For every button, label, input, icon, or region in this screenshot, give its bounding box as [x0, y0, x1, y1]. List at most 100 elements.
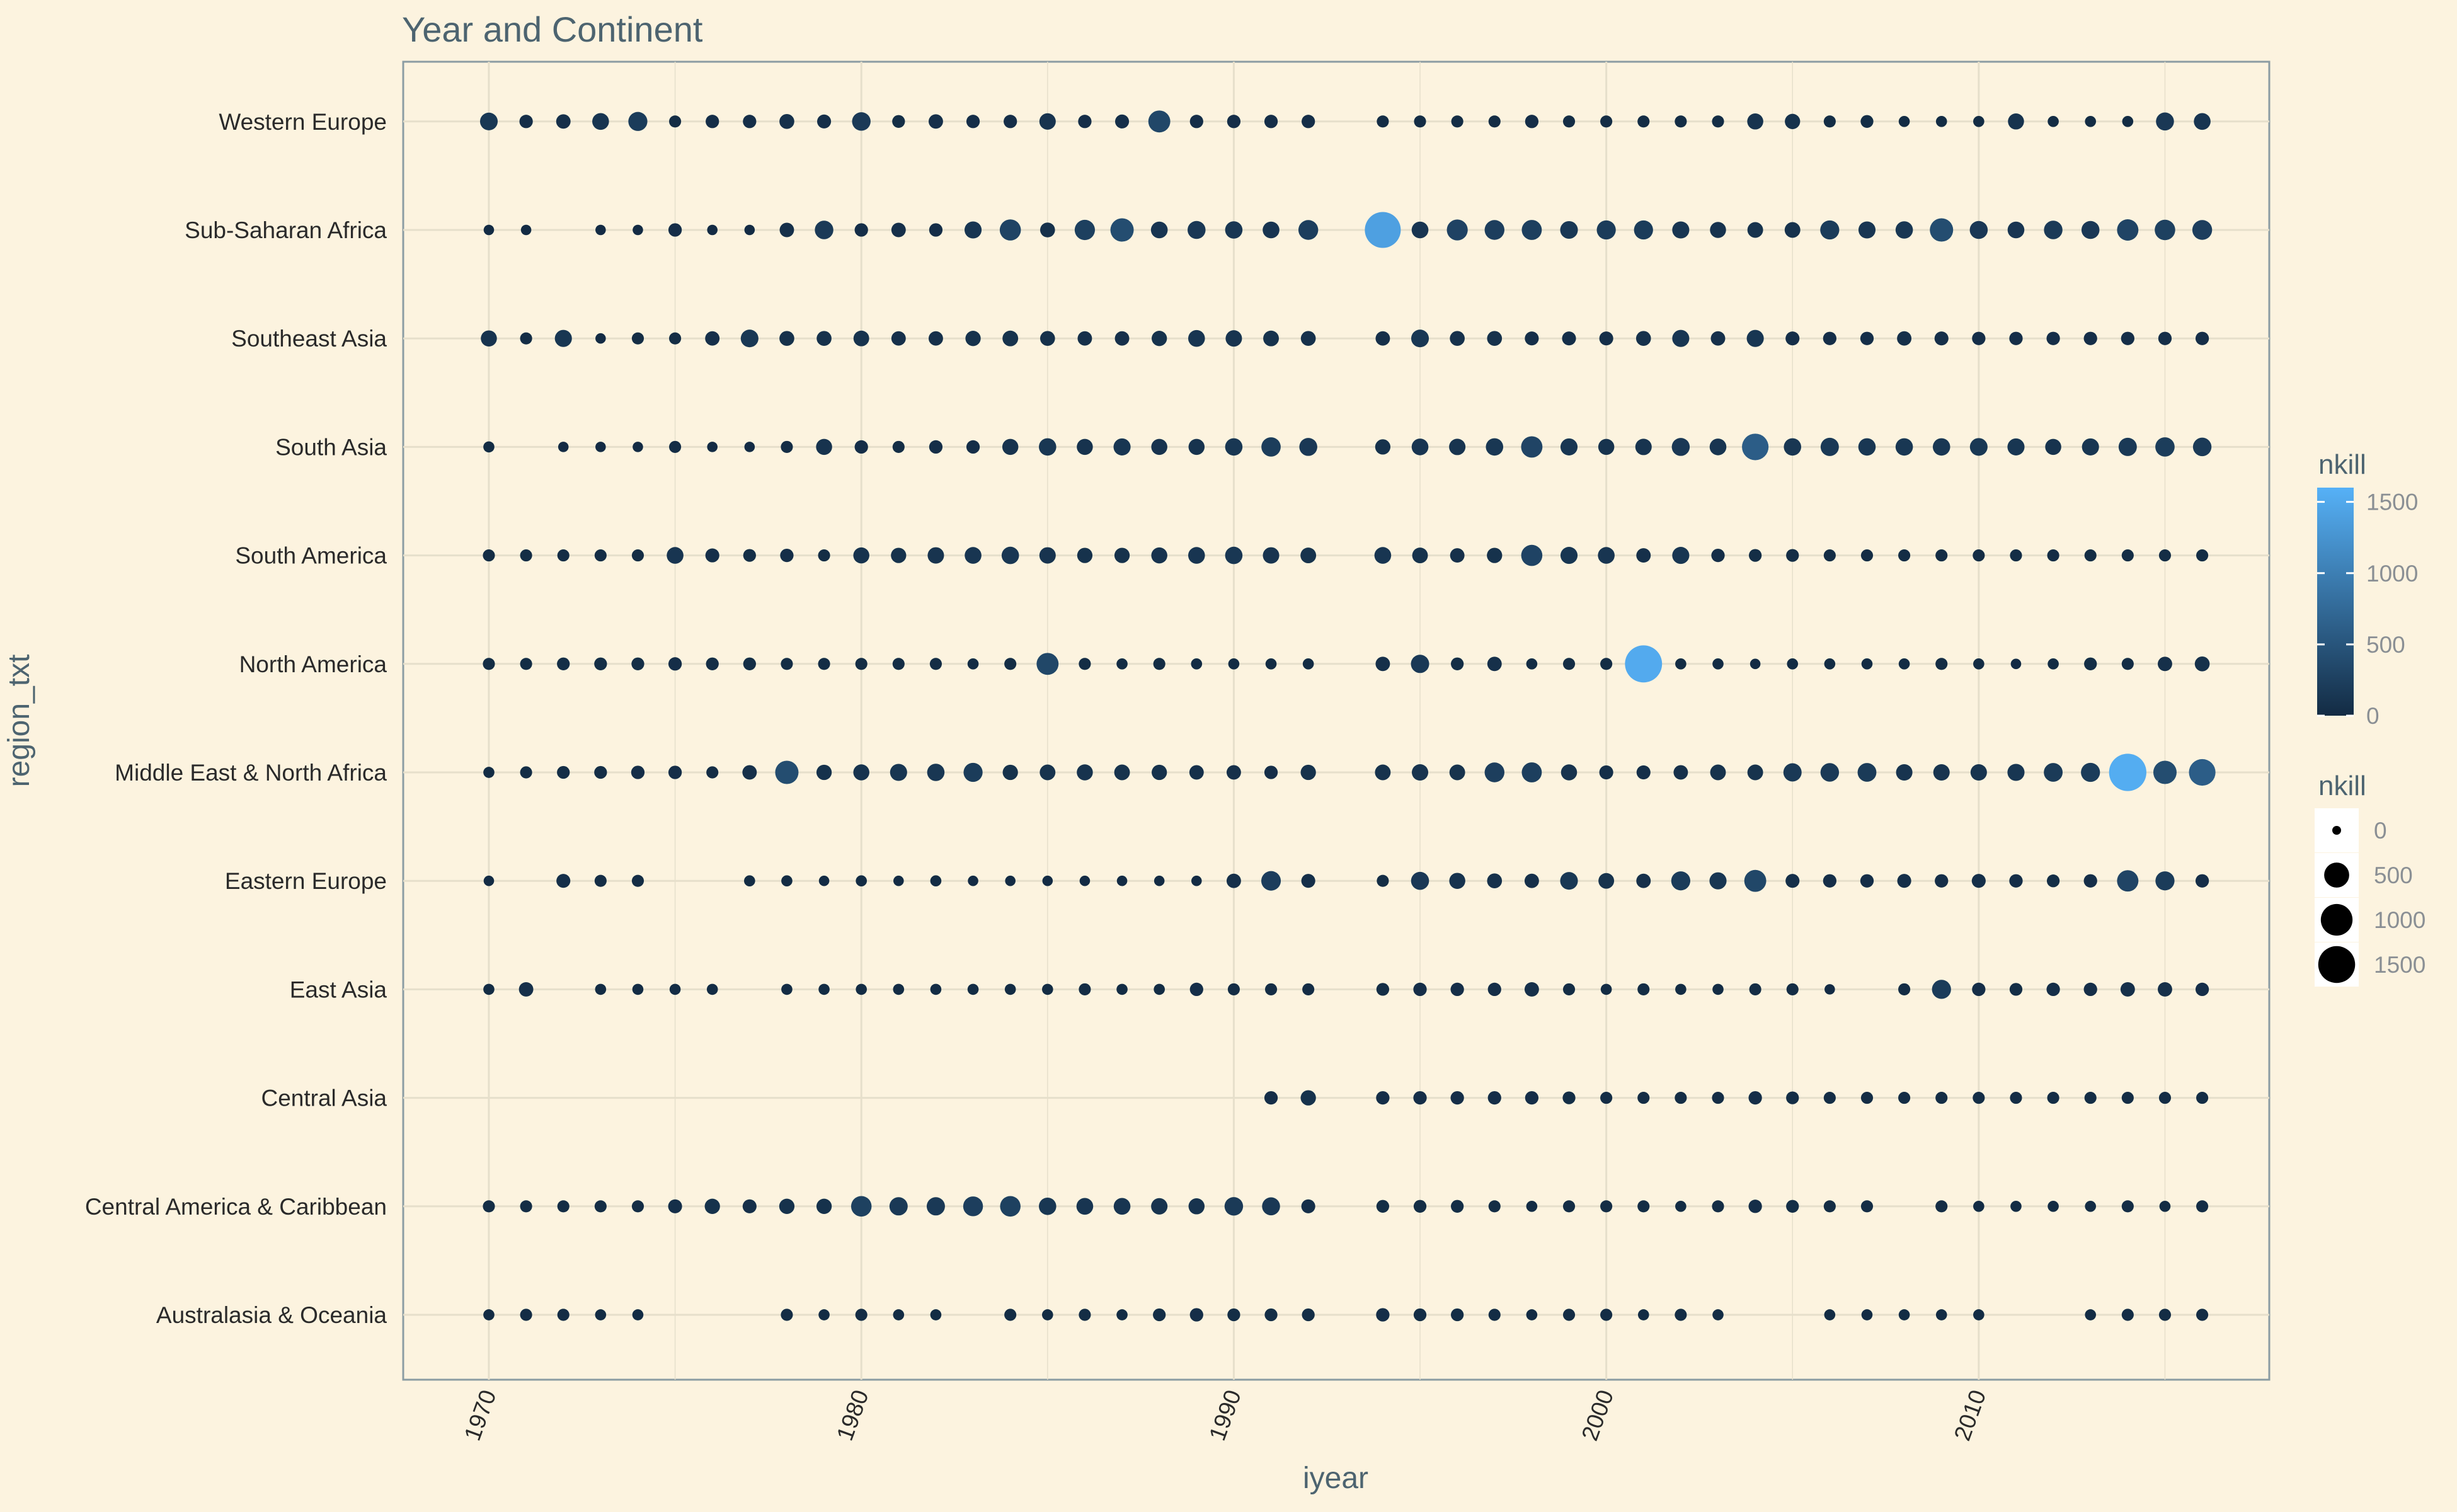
data-point-western-europe-2010	[1973, 115, 1984, 127]
data-point-western-europe-1999	[1562, 115, 1576, 128]
data-point-east-asia-2004	[1749, 983, 1761, 995]
data-point-southeast-asia-1995	[1411, 329, 1429, 348]
data-point-middle-east-and-north-africa-2007	[1857, 763, 1877, 782]
data-point-sub-saharan-africa-1999	[1560, 220, 1578, 239]
data-point-south-asia-2015	[2155, 437, 2175, 457]
data-point-central-america-and-caribbean-2014	[2121, 1200, 2134, 1213]
data-point-western-europe-1992	[1302, 115, 1315, 129]
y-tick-label-southeast-asia: Southeast Asia	[231, 326, 387, 352]
data-point-east-asia-1995	[1413, 982, 1427, 997]
data-point-central-america-and-caribbean-1990	[1224, 1197, 1244, 1216]
data-point-australasia-and-oceania-2007	[1861, 1309, 1873, 1320]
data-point-western-europe-1996	[1451, 115, 1463, 128]
data-point-southeast-asia-1999	[1562, 331, 1576, 346]
data-point-east-asia-2001	[1637, 983, 1650, 995]
data-point-central-asia-1995	[1413, 1091, 1427, 1105]
data-point-australasia-and-oceania-2015	[2158, 1309, 2172, 1321]
data-point-middle-east-and-north-africa-1983	[963, 762, 983, 782]
data-point-southeast-asia-1990	[1225, 330, 1242, 347]
data-point-australasia-and-oceania-1986	[1079, 1309, 1091, 1321]
data-point-australasia-and-oceania-1982	[930, 1309, 942, 1320]
data-point-east-asia-1979	[818, 983, 830, 995]
data-point-east-asia-1988	[1154, 983, 1165, 995]
data-point-australasia-and-oceania-2000	[1600, 1309, 1613, 1321]
data-point-south-asia-2013	[2082, 438, 2099, 455]
data-point-australasia-and-oceania-1973	[595, 1309, 607, 1320]
data-point-eastern-europe-1983	[968, 875, 978, 886]
data-point-western-europe-2002	[1675, 115, 1687, 128]
data-point-east-asia-1971	[518, 982, 534, 997]
data-point-sub-saharan-africa-1980	[854, 223, 868, 237]
data-point-east-asia-2009	[1932, 980, 1951, 999]
data-point-central-asia-2012	[2047, 1092, 2059, 1104]
data-point-southeast-asia-1996	[1450, 331, 1465, 346]
data-point-eastern-europe-2000	[1598, 873, 1615, 889]
data-point-middle-east-and-north-africa-2013	[2081, 762, 2100, 782]
data-point-western-europe-1989	[1189, 115, 1203, 129]
data-point-australasia-and-oceania-2010	[1973, 1309, 1984, 1320]
data-point-central-america-and-caribbean-2002	[1675, 1200, 1687, 1212]
data-point-western-europe-1984	[1004, 115, 1017, 129]
data-point-southeast-asia-1970	[481, 330, 497, 346]
data-point-south-america-1992	[1300, 547, 1317, 564]
data-point-south-america-1990	[1225, 546, 1243, 564]
data-point-south-america-2010	[1973, 549, 1985, 562]
data-point-central-america-and-caribbean-2013	[2085, 1200, 2097, 1212]
data-point-southeast-asia-1985	[1040, 331, 1055, 346]
data-point-south-asia-2008	[1895, 438, 1913, 456]
data-point-central-america-and-caribbean-1994	[1376, 1200, 1390, 1213]
data-point-central-asia-2014	[2121, 1092, 2134, 1104]
data-point-eastern-europe-2008	[1897, 874, 1911, 888]
data-point-south-asia-1986	[1077, 438, 1093, 455]
size-legend-key-500	[2324, 862, 2349, 888]
data-point-western-europe-1988	[1148, 110, 1171, 133]
data-point-southeast-asia-2008	[1897, 331, 1912, 346]
data-point-southeast-asia-2005	[1785, 331, 1800, 346]
data-point-middle-east-and-north-africa-1998	[1521, 762, 1542, 782]
data-point-middle-east-and-north-africa-1988	[1152, 764, 1167, 781]
data-point-southeast-asia-2002	[1672, 329, 1690, 347]
data-point-eastern-europe-1982	[930, 875, 942, 887]
data-point-central-asia-1991	[1264, 1091, 1278, 1105]
data-point-western-europe-1972	[556, 114, 571, 129]
data-point-australasia-and-oceania-2008	[1898, 1309, 1910, 1320]
data-point-south-america-2011	[2010, 549, 2022, 562]
data-point-western-europe-2013	[2085, 115, 2097, 127]
data-point-sub-saharan-africa-1985	[1040, 222, 1055, 238]
data-point-east-asia-1986	[1079, 983, 1091, 995]
data-point-southeast-asia-1975	[669, 332, 682, 345]
data-point-central-asia-1998	[1525, 1091, 1539, 1105]
data-point-central-america-and-caribbean-1974	[631, 1200, 644, 1213]
data-point-south-america-1996	[1450, 548, 1465, 563]
data-point-southeast-asia-2015	[2158, 331, 2172, 345]
data-point-central-asia-2001	[1637, 1092, 1650, 1104]
data-point-eastern-europe-2006	[1823, 874, 1836, 888]
data-point-south-america-1972	[557, 549, 570, 562]
data-point-north-america-1986	[1079, 658, 1091, 670]
data-point-australasia-and-oceania-2002	[1675, 1309, 1687, 1321]
data-point-north-america-1977	[743, 657, 756, 670]
data-point-central-america-and-caribbean-2004	[1748, 1200, 1762, 1213]
color-legend-ticks: 0 500 1000 1500	[2317, 490, 2418, 729]
data-point-north-america-1998	[1526, 658, 1538, 670]
data-point-north-america-1982	[929, 658, 942, 670]
data-point-south-america-1991	[1263, 547, 1280, 564]
data-point-sub-saharan-africa-1987	[1110, 218, 1134, 242]
data-point-eastern-europe-2002	[1671, 871, 1691, 891]
data-point-eastern-europe-2005	[1785, 874, 1800, 888]
data-point-australasia-and-oceania-1985	[1041, 1309, 1053, 1320]
data-point-north-america-2014	[2121, 658, 2134, 670]
data-point-western-europe-1981	[892, 115, 905, 128]
data-point-southeast-asia-1977	[740, 329, 759, 348]
data-point-south-asia-2014	[2118, 437, 2137, 456]
data-point-western-europe-1985	[1039, 113, 1056, 130]
data-point-south-america-1970	[483, 549, 495, 562]
data-point-north-america-2008	[1898, 658, 1910, 670]
data-point-western-europe-1978	[779, 113, 794, 129]
data-point-middle-east-and-north-africa-2010	[1970, 764, 1987, 781]
data-point-australasia-and-oceania-2009	[1935, 1309, 1947, 1320]
data-point-central-asia-2009	[1935, 1092, 1948, 1104]
data-point-central-america-and-caribbean-1997	[1488, 1200, 1501, 1213]
data-point-southeast-asia-2009	[1934, 331, 1949, 346]
data-point-central-america-and-caribbean-2005	[1786, 1200, 1799, 1213]
